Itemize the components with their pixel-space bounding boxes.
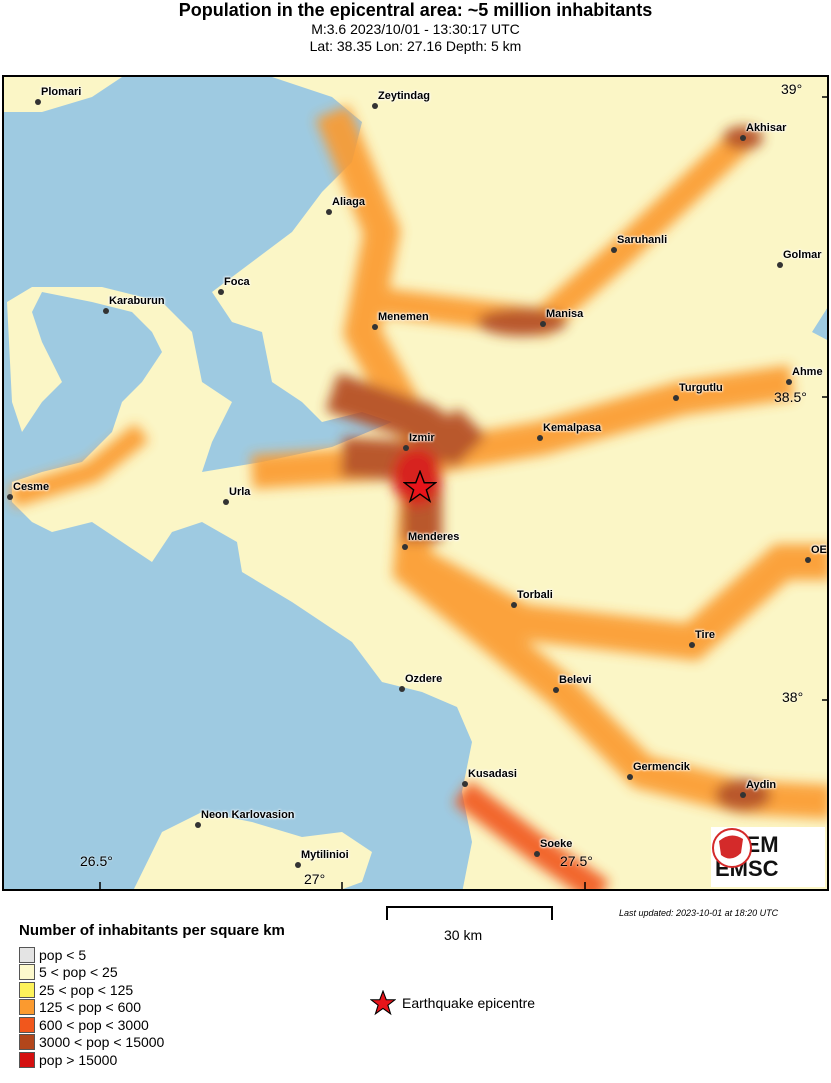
city-dot: [103, 308, 109, 314]
last-updated: Last updated: 2023-10-01 at 18:20 UTC: [619, 908, 779, 918]
city-dot: [627, 774, 633, 780]
legend-label: 25 < pop < 125: [39, 981, 134, 998]
epicentre-legend: Earthquake epicentre: [370, 990, 535, 1016]
city-label: Plomari: [41, 86, 82, 98]
city-label: Izmir: [409, 432, 435, 444]
city-label: Germencik: [633, 761, 690, 773]
legend-item: pop < 5: [19, 946, 86, 963]
city-dot: [537, 435, 543, 441]
city-dot: [777, 262, 783, 268]
legend-item: 5 < pop < 25: [19, 964, 118, 981]
city-dot: [372, 324, 378, 330]
legend-label: pop < 5: [39, 946, 87, 963]
city-dot: [511, 602, 517, 608]
city-dot: [195, 822, 201, 828]
city-label: Turgutlu: [679, 382, 723, 394]
legend-item: 125 < pop < 600: [19, 999, 141, 1016]
city-dot: [611, 247, 617, 253]
legend-label: 3000 < pop < 15000: [39, 1034, 165, 1050]
city-label: Mytilinioi: [301, 849, 349, 861]
globe-logo-icon: [712, 828, 752, 868]
city-label: Aydin: [746, 779, 777, 791]
city-dot: [805, 557, 811, 563]
legend-title: Number of inhabitants per square km: [19, 922, 285, 939]
lon-label: 27.5°: [560, 853, 593, 869]
legend-swatch: [19, 1051, 35, 1068]
lat-label: 38°: [782, 689, 804, 705]
legend-swatch: [19, 946, 35, 963]
epicentre-star-icon[interactable]: [403, 470, 437, 504]
event-location: Lat: 38.35 Lon: 27.16 Depth: 5 km: [309, 38, 522, 54]
city-dot: [786, 379, 792, 385]
city-label: Manisa: [546, 308, 584, 320]
city-label: Ahme: [792, 366, 823, 378]
city-dot: [462, 781, 468, 787]
city-dot: [326, 209, 332, 215]
city-dot: [402, 544, 408, 550]
city-label: Zeytindag: [378, 90, 430, 102]
city-label: Menemen: [378, 311, 429, 323]
legend-item: 25 < pop < 125: [19, 981, 133, 998]
city-dot: [553, 687, 559, 693]
city-dot: [295, 862, 301, 868]
city-label: Saruhanli: [617, 234, 668, 246]
city-dot: [689, 642, 695, 648]
lat-label: 38.5°: [774, 389, 807, 405]
city-label: Neon Karlovasion: [201, 809, 295, 821]
city-dot: [540, 321, 546, 327]
city-label: Soeke: [540, 838, 573, 850]
city-label: Urla: [229, 486, 251, 498]
map-title: Population in the epicentral area: ~5 mi…: [178, 0, 653, 20]
city-label: Aliaga: [332, 196, 366, 208]
legend-item: pop > 15000: [19, 1051, 117, 1068]
scale-label: 30 km: [444, 927, 483, 943]
legend-swatch: [19, 1016, 35, 1033]
legend-label: 125 < pop < 600: [39, 999, 141, 1015]
city-dot: [399, 686, 405, 692]
star-icon: [370, 990, 396, 1016]
population-map[interactable]: Plomari Zeytindag Akhisar Aliaga Saruhanli Go…: [2, 75, 829, 891]
city-dot: [223, 499, 229, 505]
city-dot: [673, 395, 679, 401]
city-label: Ozdere: [405, 673, 443, 685]
legend-swatch: [19, 999, 35, 1015]
legend-label: pop > 15000: [39, 1051, 118, 1068]
city-dot: [740, 135, 746, 141]
city-label: Menderes: [408, 531, 460, 543]
city-label: Kusadasi: [468, 768, 517, 780]
city-dot: [35, 99, 41, 105]
graticule-ticks: [99, 96, 827, 889]
city-label: Cesme: [13, 481, 50, 493]
city-dot: [740, 792, 746, 798]
event-magnitude-time: M:3.6 2023/10/01 - 13:30:17 UTC: [311, 21, 520, 37]
city-dot: [218, 289, 224, 295]
lon-label: 27°: [304, 871, 326, 887]
epicentre-legend-label: Earthquake epicentre: [402, 995, 536, 1011]
legend-label: 600 < pop < 3000: [39, 1016, 149, 1033]
city-label: Kemalpasa: [543, 422, 602, 434]
city-dot: [372, 103, 378, 109]
scale-bar: [386, 906, 553, 920]
city-label: Torbali: [517, 589, 553, 601]
csem-emsc-logo: CSEMEMSC: [711, 827, 825, 887]
city-dot: [403, 445, 409, 451]
city-label: Akhisar: [746, 122, 787, 134]
city-label: Karaburun: [109, 295, 165, 307]
city-label: Golmar: [783, 249, 822, 261]
city-dot: [7, 494, 13, 500]
city-dot: [534, 851, 540, 857]
legend-swatch: [19, 1034, 35, 1050]
lon-label: 26.5°: [80, 853, 113, 869]
lat-label: 39°: [781, 81, 803, 97]
city-label: Belevi: [559, 674, 592, 686]
legend-label: 5 < pop < 25: [39, 964, 118, 980]
city-label: Tire: [695, 629, 715, 641]
legend-item: 3000 < pop < 15000: [19, 1034, 164, 1051]
legend-swatch: [19, 964, 35, 980]
legend-swatch: [19, 981, 35, 998]
city-label: Foca: [224, 276, 250, 288]
city-label: OE: [811, 544, 827, 556]
legend-item: 600 < pop < 3000: [19, 1016, 149, 1033]
